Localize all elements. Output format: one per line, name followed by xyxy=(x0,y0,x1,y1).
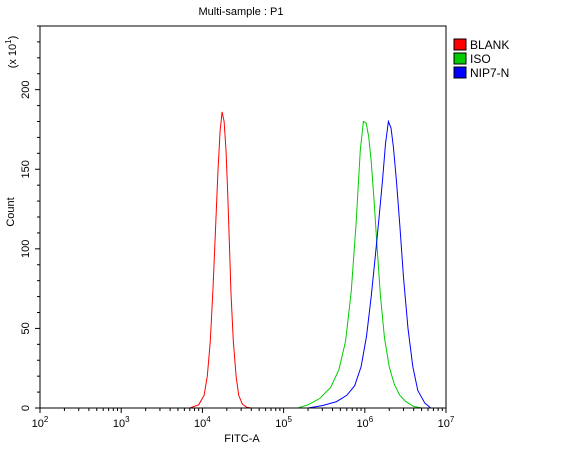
chart-title: Multi-sample : P1 xyxy=(199,6,284,18)
x-axis-label: FITC-A xyxy=(224,433,260,445)
legend-label-blank: BLANK xyxy=(470,38,509,52)
x-tick-label: 102 xyxy=(32,415,49,430)
y-tick-label: 0 xyxy=(20,405,32,411)
plot-frame xyxy=(39,25,447,409)
y-multiplier-label: (x 101) xyxy=(4,36,19,69)
y-axis-label: Count xyxy=(5,197,17,226)
legend-label-iso: ISO xyxy=(470,52,491,66)
svg-text:(x 101): (x 101) xyxy=(4,36,19,69)
series-line-nip7-n xyxy=(307,119,432,409)
axes-layer: 102 103 104 105 106 107 0 50 100 150 200 xyxy=(20,25,455,430)
y-multiplier-prefix: (x 10 xyxy=(7,44,19,68)
series-line-blank xyxy=(189,111,252,409)
legend-label-nip7-n: NIP7-N xyxy=(470,66,509,80)
y-tick-label: 150 xyxy=(20,160,32,178)
y-tick-label: 50 xyxy=(20,322,32,334)
x-tick-label: 104 xyxy=(194,415,211,430)
y-tick-label: 100 xyxy=(20,240,32,258)
x-tick-label: 107 xyxy=(438,415,455,430)
x-tick-label: 105 xyxy=(275,415,292,430)
legend-swatch-nip7-n xyxy=(453,66,467,79)
legend-swatch-blank xyxy=(453,38,467,51)
y-multiplier-suffix: ) xyxy=(7,36,19,40)
series-layer xyxy=(189,111,432,409)
series-line-iso xyxy=(297,120,422,409)
legend-swatch-iso xyxy=(453,52,467,65)
y-multiplier-exponent: 1 xyxy=(4,39,13,44)
x-tick-label: 103 xyxy=(113,415,130,430)
y-tick-label: 200 xyxy=(20,80,32,98)
x-tick-label: 106 xyxy=(356,415,373,430)
